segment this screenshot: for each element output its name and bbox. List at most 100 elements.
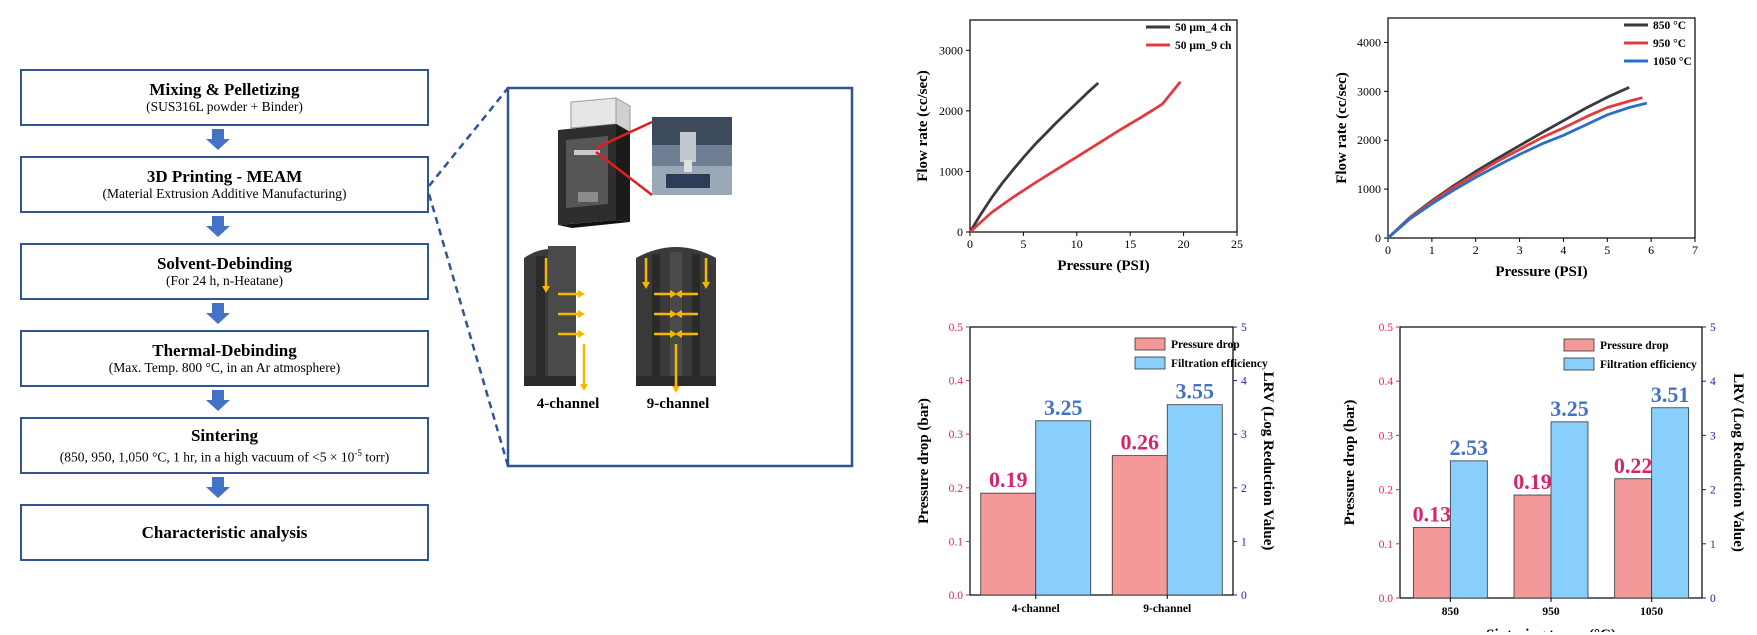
zoom-line-top <box>595 120 653 150</box>
x-axis-label: Pressure (PSI) <box>1057 258 1149 274</box>
x-tick-label: 4 <box>1560 243 1566 257</box>
x-tick-label: 6 <box>1648 243 1654 257</box>
legend-swatch <box>1134 337 1166 351</box>
9-channel-label: 9-channel <box>647 396 710 412</box>
step-title: 3D Printing - MEAM <box>146 167 303 186</box>
pressure-drop-bar <box>1111 455 1168 596</box>
step-subtitle: (Max. Temp. 800 °C, in an Ar atmosphere) <box>108 360 341 375</box>
x-tick-label: 850 <box>1442 606 1460 618</box>
step-title: Mixing & Pelletizing <box>149 80 300 99</box>
plot-frame <box>969 326 1234 596</box>
9-channel-filter-icon <box>636 247 716 393</box>
right-y-tick-label: 5 <box>1241 322 1247 334</box>
y-tick-label: 1000 <box>939 164 963 178</box>
x-tick-label: 25 <box>1231 237 1243 251</box>
x-tick-label: 9-channel <box>1143 603 1191 615</box>
left-y-tick-label: 0.2 <box>1379 485 1394 497</box>
step-3d-printing-box: 3D Printing - MEAM (Material Extrusion A… <box>20 156 429 213</box>
left-y-axis-label: Pressure drop (bar) <box>916 398 932 524</box>
pressure-drop-bar <box>1614 478 1653 599</box>
step-subtitle: (850, 950, 1,050 °C, 1 hr, in a high vac… <box>60 445 389 466</box>
left-y-tick-label: 0.1 <box>949 536 964 548</box>
series-line <box>968 81 1100 233</box>
plot-frame <box>1387 17 1696 239</box>
step-solvent-debinding-box: Solvent-Debinding (For 24 h, n-Heatane) <box>20 243 429 300</box>
filtration-efficiency-bar <box>1166 404 1223 596</box>
y-axis-label: Flow rate (cc/sec) <box>1334 72 1350 184</box>
filtration-efficiency-bar <box>1035 420 1092 596</box>
printer-and-filter-illustration: 4-channel 9-channel <box>428 86 854 468</box>
x-tick-label: 1050 <box>1640 606 1663 618</box>
pressure-drop-data-label: 0.26 <box>1121 430 1160 455</box>
step-mixing-box: Mixing & Pelletizing (SUS316L powder + B… <box>20 69 429 126</box>
step-title: Sintering <box>190 425 259 445</box>
legend-label: 50 μm_9 ch <box>1175 40 1232 52</box>
right-y-tick-label: 2 <box>1241 483 1247 495</box>
legend-swatch <box>1563 357 1595 371</box>
pressure-drop-bar <box>980 492 1037 596</box>
step-characteristic-analysis-box: Characteristic analysis <box>20 504 429 561</box>
legend-swatch <box>1563 338 1595 352</box>
left-y-tick-label: 0.0 <box>949 590 964 602</box>
pressure-drop-data-label: 0.13 <box>1413 502 1452 527</box>
pressure-drop-bar <box>1412 527 1451 599</box>
y-tick-label: 3000 <box>939 43 963 57</box>
zoom-dashed-line-top <box>428 87 509 187</box>
legend-label: Pressure drop <box>1600 340 1669 352</box>
x-tick-label: 20 <box>1178 237 1190 251</box>
y-tick-label: 2000 <box>1357 133 1381 147</box>
y-tick-label: 0 <box>957 225 963 239</box>
legend-label: Filtration efficiency <box>1171 358 1268 370</box>
nozzle-closeup-image <box>652 117 732 195</box>
filtration-efficiency-data-label: 3.51 <box>1651 382 1690 407</box>
step-sintering-box: Sintering (850, 950, 1,050 °C, 1 hr, in … <box>20 417 429 474</box>
step-title: Solvent-Debinding <box>156 254 293 273</box>
step-thermal-debinding-box: Thermal-Debinding (Max. Temp. 800 °C, in… <box>20 330 429 387</box>
step-subtitle: (For 24 h, n-Heatane) <box>166 273 283 288</box>
right-y-tick-label: 2 <box>1710 485 1716 497</box>
4-channel-label: 4-channel <box>537 396 600 412</box>
filtration-efficiency-data-label: 3.55 <box>1176 379 1215 404</box>
left-y-tick-label: 0.4 <box>949 376 964 388</box>
x-tick-label: 1 <box>1429 243 1435 257</box>
chart-flow-rate-temperature: 0 1 2 3 4 5 6 7 0 1000 2000 3000 4000 Pressure (PSI) F… <box>1334 17 1698 280</box>
x-axis-label: Sintering temp. (°C) <box>1486 627 1616 632</box>
plot-frame <box>969 19 1238 233</box>
x-tick-label: 2 <box>1473 243 1479 257</box>
x-tick-label: 15 <box>1124 237 1136 251</box>
chart-pressure-drop-lrv-temperature: 0.0 0.1 0.2 0.3 0.4 0.5 0 1 2 3 4 5 0.13 2.53 850 0.19 3… <box>1342 322 1746 632</box>
y-tick-label: 3000 <box>1357 84 1381 98</box>
right-y-tick-label: 1 <box>1241 536 1247 548</box>
right-y-tick-label: 0 <box>1710 593 1716 605</box>
x-tick-label: 5 <box>1604 243 1610 257</box>
chart-pressure-drop-lrv-channels: 0.0 0.1 0.2 0.3 0.4 0.5 0 1 2 3 4 5 0.19 3.25 4-channe… <box>916 322 1276 615</box>
y-axis-label: Flow rate (cc/sec) <box>915 70 931 182</box>
pressure-drop-data-label: 0.19 <box>989 467 1028 492</box>
x-tick-label: 950 <box>1542 606 1560 618</box>
series-line <box>969 80 1182 234</box>
pressure-drop-data-label: 0.22 <box>1614 453 1653 478</box>
x-tick-label: 5 <box>1020 237 1026 251</box>
step-subtitle-prefix: (850, 950, 1,050 °C, 1 hr, in a high vac… <box>59 449 355 465</box>
right-y-tick-label: 3 <box>1710 430 1716 442</box>
y-tick-label: 4000 <box>1357 35 1381 49</box>
step-subtitle-exponent: -5 <box>354 447 362 458</box>
filtration-efficiency-bar <box>1550 421 1589 599</box>
left-y-tick-label: 0.4 <box>1379 376 1394 388</box>
x-tick-label: 7 <box>1692 243 1698 257</box>
right-y-axis-label: LRV (Log Reduction Value) <box>1260 372 1276 551</box>
right-y-tick-label: 5 <box>1710 322 1716 334</box>
4-channel-filter-icon <box>524 246 588 391</box>
left-y-tick-label: 0.3 <box>949 429 964 441</box>
filtration-efficiency-data-label: 2.53 <box>1450 435 1489 460</box>
filtration-efficiency-bar <box>1651 407 1690 599</box>
series-line <box>1387 96 1643 240</box>
zoom-dashed-line-bottom <box>428 193 510 467</box>
legend-label: 50 μm_4 ch <box>1175 22 1232 34</box>
filtration-efficiency-data-label: 3.25 <box>1044 395 1083 420</box>
step-subtitle-suffix: torr) <box>361 449 390 465</box>
step-title: Thermal-Debinding <box>152 341 297 360</box>
right-y-axis-label: LRV (Log Reduction Value) <box>1730 373 1746 552</box>
x-tick-label: 0 <box>967 237 973 251</box>
legend-label: 950 °C <box>1653 38 1686 50</box>
